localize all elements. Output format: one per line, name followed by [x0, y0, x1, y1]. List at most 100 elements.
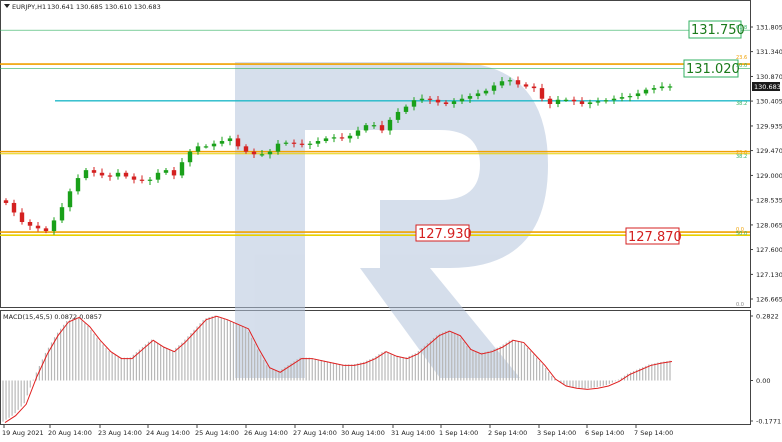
current-price-tag: 130.683: [752, 82, 781, 91]
candle-body: [595, 101, 601, 103]
candle-body: [35, 225, 41, 229]
candle-body: [251, 151, 257, 155]
candle-body: [667, 86, 673, 88]
candle-body: [419, 98, 425, 101]
candle-body: [339, 137, 345, 139]
price-tick-label: 130.870: [756, 73, 782, 81]
candle-body: [163, 170, 169, 173]
candle-body: [491, 85, 497, 91]
candle-body: [627, 96, 633, 98]
candle-body: [539, 88, 545, 99]
candle-body: [99, 172, 105, 176]
candle-body: [179, 162, 185, 176]
candle-body: [507, 80, 513, 82]
time-tick-label: 24 Aug 14:00: [146, 429, 190, 437]
svg-text:127.870: 127.870: [628, 230, 682, 245]
candle-body: [659, 86, 665, 89]
time-tick-label: 2 Sep 14:00: [488, 429, 527, 437]
candle-body: [299, 143, 305, 145]
candle-body: [411, 100, 417, 107]
time-tick-label: 25 Aug 14:00: [195, 429, 239, 437]
candle-body: [619, 97, 625, 99]
level-box-127870[interactable]: 127.870: [625, 227, 682, 245]
time-tick-label: 27 Aug 14:00: [293, 429, 337, 437]
candle-body: [59, 207, 65, 221]
time-tick-label: 23 Aug 14:00: [98, 429, 142, 437]
fib-label: 61.8: [736, 25, 747, 31]
macd-header: MACD(15,45,5) 0.0872 0.0857: [3, 313, 102, 321]
price-tick-label: 130.405: [756, 98, 782, 106]
candle-body: [267, 151, 273, 155]
candle-body: [355, 130, 361, 136]
candle-body: [307, 143, 313, 145]
price-tick-label: 129.470: [756, 147, 782, 155]
candle-body: [43, 228, 49, 231]
candle-body: [347, 135, 353, 139]
time-tick-label: 6 Sep 14:00: [585, 429, 624, 437]
candle-body: [275, 143, 281, 152]
candle-body: [195, 146, 201, 152]
candle-body: [75, 178, 81, 192]
candle-body: [635, 93, 641, 97]
candle-body: [427, 98, 433, 100]
candle-body: [27, 222, 33, 226]
macd-tick-label: 0.2822: [756, 313, 779, 321]
time-tick-label: 1 Sep 14:00: [439, 429, 478, 437]
fib-label: 50.0: [736, 63, 747, 69]
candle-body: [331, 137, 337, 139]
symbol-label: EURJPY,H1: [12, 3, 46, 11]
fib-label: 0.0: [736, 302, 744, 308]
time-tick-label: 30 Aug 14:00: [341, 429, 385, 437]
level-box-131750[interactable]: 131.750: [688, 20, 745, 39]
symbol-dropdown-icon[interactable]: [4, 4, 10, 8]
candle-body: [523, 84, 529, 87]
candle-body: [587, 102, 593, 104]
candle-body: [643, 89, 649, 94]
candle-body: [443, 102, 449, 104]
time-tick-label: 3 Sep 14:00: [537, 429, 576, 437]
level-box-131020[interactable]: 131.020: [683, 59, 740, 78]
candle-body: [227, 138, 233, 142]
candle-body: [435, 99, 441, 103]
levels-layer: [0, 29, 750, 237]
candle-body: [651, 88, 657, 90]
candle-body: [531, 86, 537, 89]
candle-body: [467, 96, 473, 99]
watermark-logo: [235, 62, 548, 378]
candle-body: [171, 170, 177, 176]
candle-body: [547, 98, 553, 104]
fib-label: 23.6: [736, 150, 747, 156]
candle-body: [515, 80, 521, 85]
candle-body: [363, 125, 369, 131]
price-tick-label: 128.065: [756, 221, 782, 229]
time-tick-label: 20 Aug 14:00: [48, 429, 92, 437]
candle-body: [291, 142, 297, 144]
macd-tick-label: 0.00: [756, 377, 770, 385]
time-tick-label: 7 Sep 14:00: [634, 429, 673, 437]
fib-label: 38.2: [736, 101, 747, 107]
candle-body: [83, 170, 89, 179]
macd-tick-label: -0.1771: [756, 418, 781, 426]
candle-body: [387, 119, 393, 131]
candle-body: [187, 151, 193, 163]
candle-body: [259, 154, 265, 156]
price-tick-label: 129.935: [756, 122, 782, 130]
candle-body: [379, 125, 385, 131]
candle-body: [555, 99, 561, 104]
candle-body: [243, 146, 249, 152]
level-box-127930[interactable]: 127.930: [415, 224, 472, 242]
candle-body: [115, 172, 121, 177]
candle-body: [139, 179, 145, 181]
candle-body: [459, 98, 465, 102]
fib-label: 50.0: [736, 231, 747, 237]
candle-body: [107, 175, 113, 177]
candle-body: [51, 220, 57, 231]
candle-body: [67, 191, 73, 208]
candle-body: [155, 172, 161, 180]
candle-body: [315, 141, 321, 144]
macd-signal-line: [4, 315, 673, 423]
candle-body: [579, 101, 585, 104]
candle-body: [211, 143, 217, 147]
macd-axis: 0.2822 0.00 -0.1771: [750, 313, 781, 426]
